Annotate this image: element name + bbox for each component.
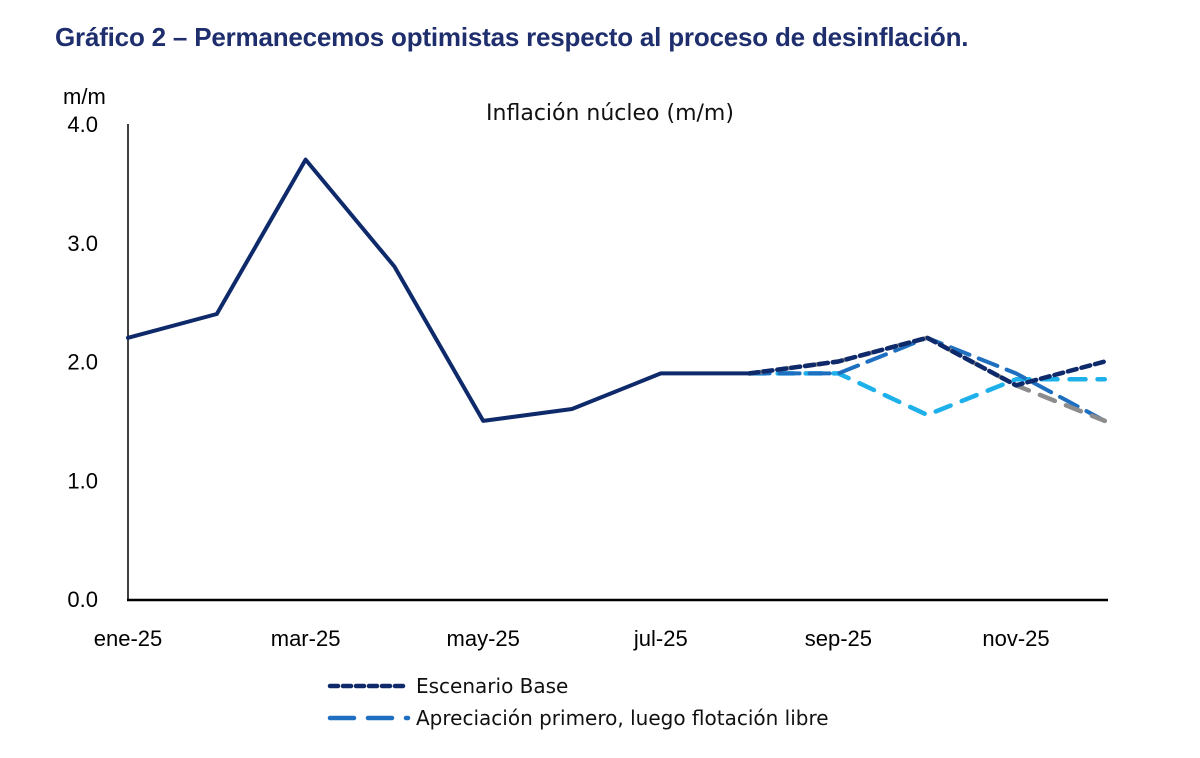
x-tick-label: jul-25 (633, 626, 688, 651)
chart-subtitle: Inflación núcleo (m/m) (486, 101, 734, 126)
y-tick-label: 0.0 (67, 587, 98, 612)
legend-label: Escenario Base (416, 674, 568, 698)
y-tick-label: 4.0 (67, 112, 98, 137)
x-tick-label: nov-25 (982, 626, 1049, 651)
legend: Escenario Base Apreciación primero, luego… (327, 674, 829, 730)
x-tick-label: ene-25 (94, 626, 163, 651)
y-axis-label: m/m (63, 84, 106, 109)
chart-title: Gráfico 2 – Permanecemos optimistas resp… (55, 22, 969, 52)
x-tick-label: mar-25 (271, 626, 341, 651)
x-tick-label: sep-25 (805, 626, 872, 651)
y-tick-label: 3.0 (67, 231, 98, 256)
y-tick-label: 1.0 (67, 468, 98, 493)
x-tick-label: may-25 (447, 626, 520, 651)
series-line-0 (126, 157, 752, 423)
series-line-1 (747, 335, 1108, 388)
legend-label: Apreciación primero, luego flotación lib… (416, 706, 829, 730)
y-tick-label: 2.0 (67, 350, 98, 375)
